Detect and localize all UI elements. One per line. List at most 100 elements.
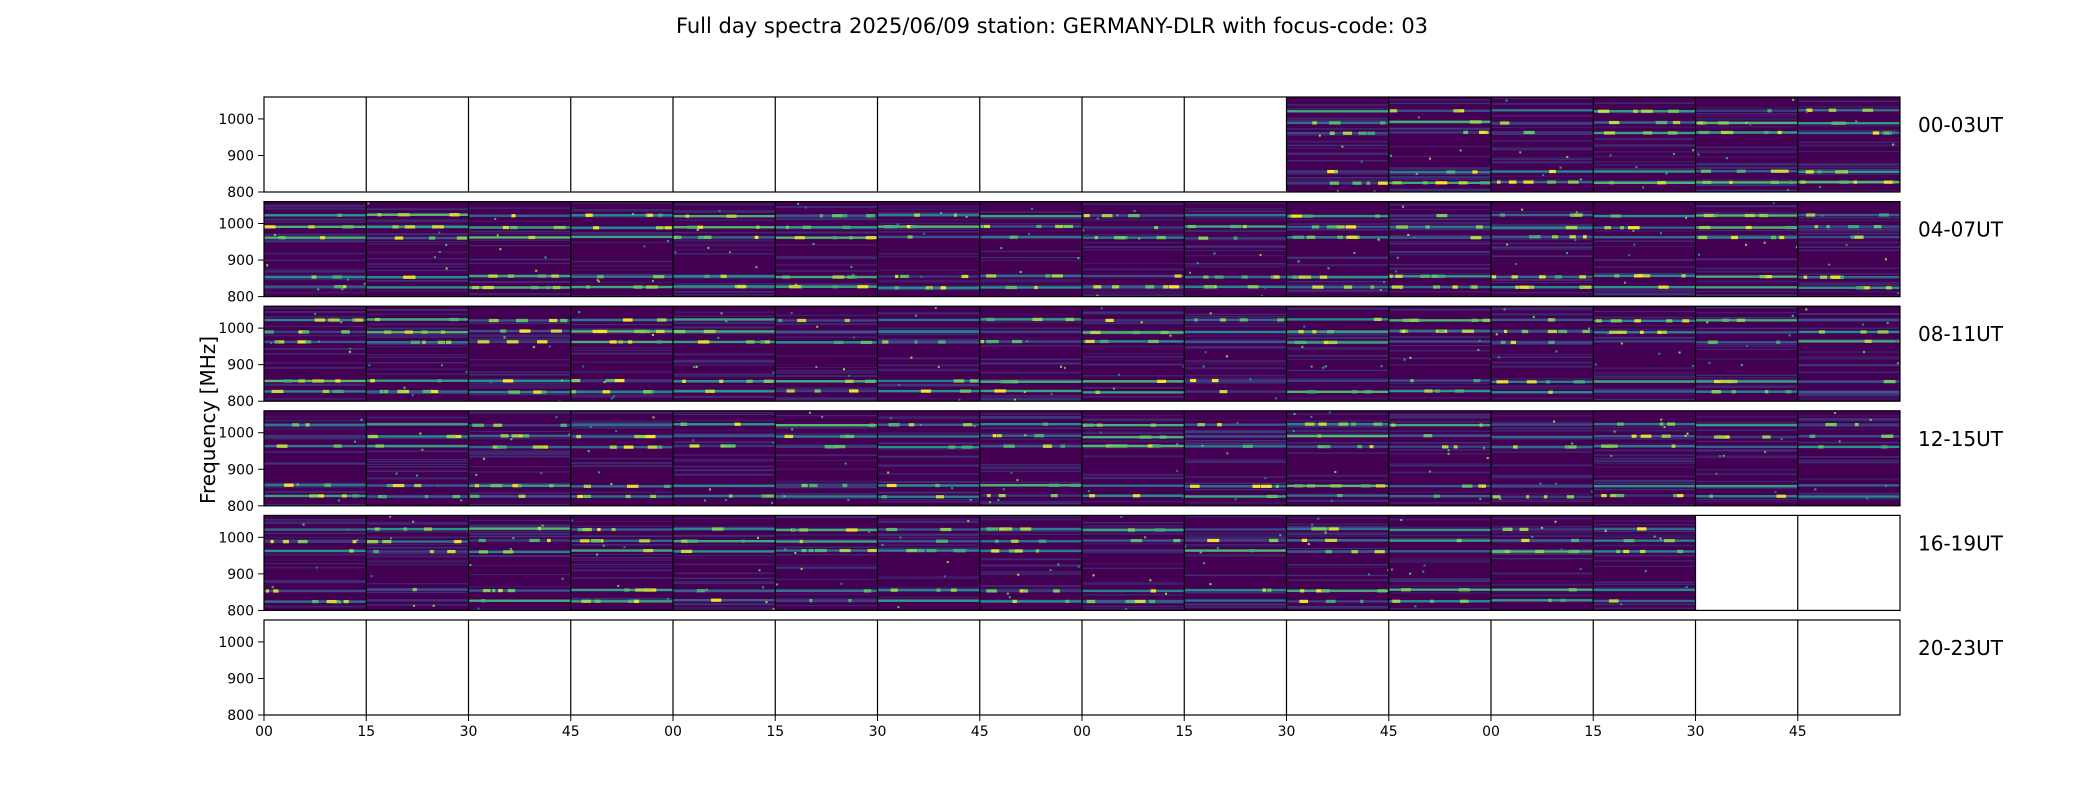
emission-band [775, 275, 878, 279]
spectrum-segment [1491, 201, 1594, 297]
y-tick-label: 900 [227, 567, 254, 583]
emission-band [673, 340, 776, 344]
emission-burst [1526, 380, 1537, 384]
noise-line [979, 217, 1082, 220]
emission-band [366, 390, 469, 393]
segment-background [1184, 306, 1287, 402]
emission-burst [1110, 444, 1123, 448]
speckle [1519, 151, 1522, 154]
emission-band [570, 285, 673, 289]
emission-burst [582, 527, 592, 532]
noise-line [1797, 168, 1900, 171]
noise-line [1491, 161, 1594, 164]
emission-band [775, 435, 878, 438]
noise-line [1695, 343, 1798, 346]
noise-line [1491, 278, 1594, 281]
emission-burst [1519, 527, 1529, 531]
noise-line [1184, 606, 1287, 609]
noise-line [1286, 606, 1389, 608]
emission-burst [1567, 445, 1577, 449]
emission-burst [333, 444, 342, 448]
noise-line [570, 232, 673, 235]
emission-burst [1446, 170, 1456, 174]
noise-line [877, 329, 980, 331]
speckle [695, 365, 698, 368]
emission-burst [762, 494, 774, 498]
noise-line [1184, 537, 1287, 539]
noise-line [1797, 291, 1900, 293]
noise-line [1593, 520, 1696, 522]
emission-burst [351, 494, 360, 498]
noise-line [1593, 581, 1696, 583]
noise-line [1388, 267, 1491, 270]
noise-line [1593, 536, 1696, 538]
noise-line [979, 438, 1082, 440]
speckle [943, 575, 946, 578]
noise-line [264, 316, 367, 318]
emission-band [1286, 341, 1389, 344]
emission-burst [664, 226, 672, 230]
noise-line [570, 525, 673, 528]
spectrum-segment [1286, 515, 1390, 611]
emission-burst [1206, 285, 1215, 289]
emission-burst [992, 434, 997, 438]
spectrum-segment [1082, 306, 1185, 402]
noise-line [775, 605, 878, 607]
emission-burst [1862, 108, 1874, 112]
emission-band [1491, 435, 1594, 439]
emission-burst [546, 285, 550, 290]
emission-burst [754, 235, 759, 239]
noise-line [468, 529, 571, 532]
emission-burst [844, 318, 850, 323]
noise-line [1797, 229, 1900, 231]
speckle [1791, 314, 1794, 317]
speckle [363, 282, 366, 285]
noise-line [1695, 145, 1798, 147]
speckle [1821, 214, 1824, 217]
speckle [532, 346, 535, 349]
emission-burst [1883, 379, 1896, 384]
speckle [1479, 498, 1482, 501]
noise-line [1286, 280, 1389, 283]
noise-line [1082, 312, 1185, 314]
emission-band [1491, 170, 1594, 173]
emission-burst [950, 588, 957, 592]
speckle [349, 347, 352, 350]
emission-burst [906, 549, 917, 553]
emission-band [1082, 380, 1185, 383]
noise-line [264, 563, 367, 564]
emission-burst [1458, 181, 1468, 185]
emission-burst [560, 318, 568, 323]
emission-band [264, 423, 367, 427]
emission-burst [1697, 121, 1704, 125]
noise-line [775, 601, 878, 603]
emission-burst [1864, 339, 1872, 343]
noise-line [1388, 416, 1491, 419]
emission-burst [647, 213, 654, 217]
speckle [1581, 550, 1584, 553]
emission-burst [1569, 213, 1575, 217]
noise-line [1695, 421, 1798, 424]
emission-burst [1038, 539, 1047, 543]
y-tick-label: 1000 [218, 321, 254, 337]
emission-burst [1105, 318, 1114, 323]
emission-burst [681, 539, 688, 543]
speckle [1579, 178, 1582, 181]
noise-line [468, 574, 571, 576]
noise-line [264, 437, 367, 440]
emission-burst [674, 329, 686, 334]
noise-line [1695, 206, 1798, 208]
speckle [1188, 271, 1191, 274]
emission-burst [423, 527, 433, 531]
noise-line [673, 353, 776, 356]
speckle [1788, 334, 1791, 337]
emission-burst [844, 434, 855, 439]
emission-burst [991, 549, 999, 553]
emission-burst [1681, 274, 1686, 278]
emission-burst [1316, 589, 1322, 593]
noise-line [570, 361, 673, 363]
speckle [1863, 350, 1866, 353]
emission-burst [814, 548, 827, 553]
emission-burst [623, 445, 634, 449]
noise-line [1593, 488, 1696, 491]
